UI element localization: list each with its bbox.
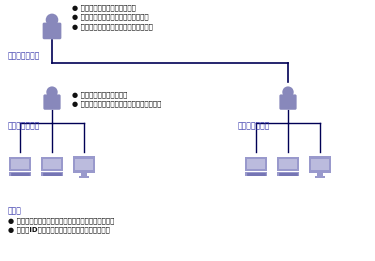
Text: ● 利用者IDとパスワード入力（パソコン起動時）: ● 利用者IDとパスワード入力（パソコン起動時） <box>8 227 110 233</box>
FancyBboxPatch shape <box>41 172 63 176</box>
Text: ● ローカル管理者の管理者業務を設計: ● ローカル管理者の管理者業務を設計 <box>72 14 148 20</box>
FancyBboxPatch shape <box>9 157 31 171</box>
FancyBboxPatch shape <box>81 173 87 176</box>
FancyBboxPatch shape <box>245 172 267 176</box>
Text: ● 指定されたインストーラの実行（インストール時）: ● 指定されたインストーラの実行（インストール時） <box>8 217 114 224</box>
Text: ● ローカル管理者へ必要な権限を与える: ● ローカル管理者へ必要な権限を与える <box>72 23 153 29</box>
FancyBboxPatch shape <box>279 159 297 169</box>
FancyBboxPatch shape <box>44 94 61 110</box>
Text: ● インストール指示、支援: ● インストール指示、支援 <box>72 91 128 98</box>
Text: ● セキュリティポリシーの定義: ● セキュリティポリシーの定義 <box>72 4 136 11</box>
FancyBboxPatch shape <box>277 172 299 176</box>
FancyBboxPatch shape <box>279 94 297 110</box>
FancyBboxPatch shape <box>9 172 31 176</box>
Circle shape <box>46 86 58 98</box>
Circle shape <box>282 86 294 98</box>
Text: ● リモートヘルプなど委譲された権限の行使: ● リモートヘルプなど委譲された権限の行使 <box>72 100 161 107</box>
FancyBboxPatch shape <box>309 156 331 173</box>
FancyBboxPatch shape <box>277 157 299 171</box>
Text: ローカル管理者: ローカル管理者 <box>8 121 40 130</box>
FancyBboxPatch shape <box>318 173 322 176</box>
FancyBboxPatch shape <box>311 159 329 170</box>
FancyBboxPatch shape <box>247 159 266 169</box>
FancyBboxPatch shape <box>43 159 62 169</box>
FancyBboxPatch shape <box>10 159 29 169</box>
FancyBboxPatch shape <box>315 176 325 178</box>
FancyBboxPatch shape <box>75 159 93 170</box>
Text: ローカル管理者: ローカル管理者 <box>238 121 270 130</box>
Circle shape <box>46 14 58 26</box>
FancyBboxPatch shape <box>79 176 89 178</box>
FancyBboxPatch shape <box>41 157 63 171</box>
FancyBboxPatch shape <box>245 157 267 171</box>
FancyBboxPatch shape <box>73 156 95 173</box>
Text: 利用者: 利用者 <box>8 206 22 215</box>
Text: システム管理者: システム管理者 <box>8 51 40 60</box>
FancyBboxPatch shape <box>43 23 62 39</box>
